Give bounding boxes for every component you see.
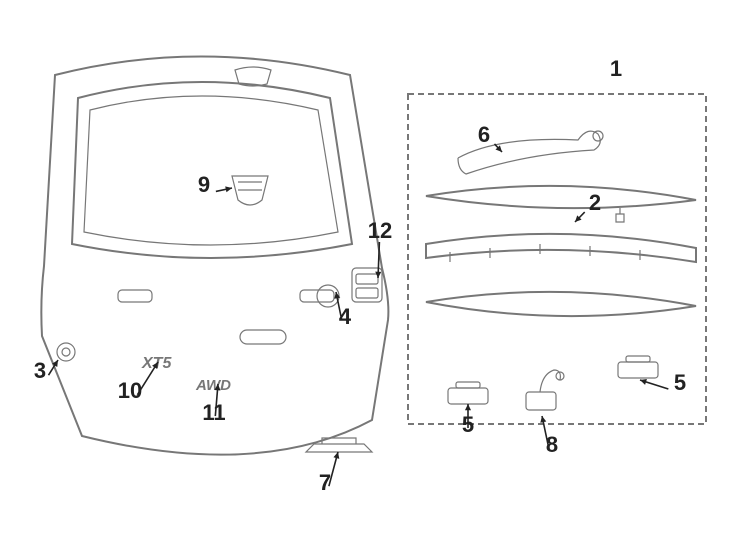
callout-9: 9 <box>198 172 210 197</box>
callout-6: 6 <box>478 122 490 147</box>
license-lamp <box>306 438 372 452</box>
callout-3: 3 <box>34 358 46 383</box>
callout-10: 10 <box>118 378 142 403</box>
parts-diagram: XT5 AWD <box>0 0 734 540</box>
nameplate-awd: AWD <box>195 377 231 394</box>
callout-12: 12 <box>368 218 392 243</box>
callout-1: 1 <box>610 56 622 81</box>
callouts: 1234556789101112 <box>34 56 686 495</box>
callout-2: 2 <box>589 190 601 215</box>
liftgate-assembly: XT5 AWD <box>41 57 388 455</box>
callout-11: 11 <box>202 400 225 425</box>
applique-group-frame <box>408 94 706 424</box>
applique-group <box>426 131 696 410</box>
callout-5: 5 <box>674 370 686 395</box>
